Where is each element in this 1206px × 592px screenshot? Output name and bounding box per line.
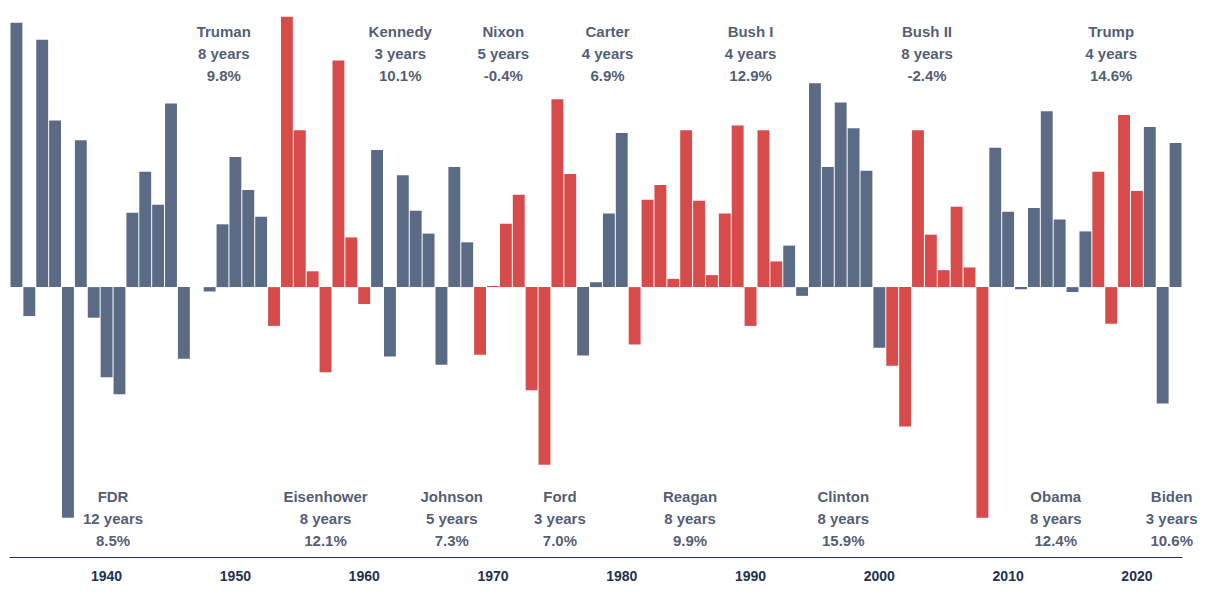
- svg-text:8 years: 8 years: [664, 510, 716, 527]
- svg-text:1990: 1990: [735, 568, 766, 584]
- svg-text:Nixon: Nixon: [482, 23, 524, 40]
- svg-text:4 years: 4 years: [725, 45, 777, 62]
- svg-text:6.9%: 6.9%: [590, 67, 624, 84]
- svg-text:-2.4%: -2.4%: [907, 67, 946, 84]
- svg-text:9.8%: 9.8%: [207, 67, 241, 84]
- svg-text:12.1%: 12.1%: [304, 532, 347, 549]
- svg-text:Trump: Trump: [1088, 23, 1134, 40]
- svg-text:8 years: 8 years: [198, 45, 250, 62]
- svg-text:Bush II: Bush II: [902, 23, 952, 40]
- svg-text:Bush I: Bush I: [728, 23, 774, 40]
- svg-text:1960: 1960: [349, 568, 380, 584]
- svg-text:10.6%: 10.6%: [1150, 532, 1193, 549]
- svg-text:12.9%: 12.9%: [729, 67, 772, 84]
- svg-text:1980: 1980: [606, 568, 637, 584]
- svg-text:7.0%: 7.0%: [543, 532, 577, 549]
- svg-text:Reagan: Reagan: [663, 488, 717, 505]
- svg-text:5 years: 5 years: [477, 45, 529, 62]
- svg-text:5 years: 5 years: [426, 510, 478, 527]
- svg-text:Biden: Biden: [1151, 488, 1193, 505]
- svg-text:8 years: 8 years: [901, 45, 953, 62]
- svg-text:3 years: 3 years: [1146, 510, 1198, 527]
- svg-text:1970: 1970: [477, 568, 508, 584]
- svg-text:Truman: Truman: [197, 23, 251, 40]
- svg-text:7.3%: 7.3%: [435, 532, 469, 549]
- svg-text:1940: 1940: [91, 568, 122, 584]
- svg-text:1950: 1950: [220, 568, 251, 584]
- svg-text:8 years: 8 years: [817, 510, 869, 527]
- svg-text:2010: 2010: [993, 568, 1024, 584]
- svg-text:Kennedy: Kennedy: [369, 23, 433, 40]
- svg-text:FDR: FDR: [98, 488, 129, 505]
- svg-text:9.9%: 9.9%: [673, 532, 707, 549]
- svg-text:14.6%: 14.6%: [1090, 67, 1133, 84]
- svg-text:-0.4%: -0.4%: [484, 67, 523, 84]
- svg-text:15.9%: 15.9%: [822, 532, 865, 549]
- svg-text:12.4%: 12.4%: [1035, 532, 1078, 549]
- svg-text:8.5%: 8.5%: [96, 532, 130, 549]
- svg-text:2020: 2020: [1121, 568, 1152, 584]
- svg-text:3 years: 3 years: [534, 510, 586, 527]
- svg-text:8 years: 8 years: [1030, 510, 1082, 527]
- svg-text:4 years: 4 years: [582, 45, 634, 62]
- svg-text:3 years: 3 years: [374, 45, 426, 62]
- svg-text:Johnson: Johnson: [421, 488, 484, 505]
- svg-text:Ford: Ford: [543, 488, 576, 505]
- svg-text:Carter: Carter: [585, 23, 629, 40]
- svg-text:2000: 2000: [864, 568, 895, 584]
- svg-text:8 years: 8 years: [300, 510, 352, 527]
- svg-text:Clinton: Clinton: [817, 488, 869, 505]
- svg-text:12 years: 12 years: [83, 510, 143, 527]
- svg-text:10.1%: 10.1%: [379, 67, 422, 84]
- svg-text:Eisenhower: Eisenhower: [283, 488, 367, 505]
- svg-text:Obama: Obama: [1030, 488, 1082, 505]
- svg-text:4 years: 4 years: [1085, 45, 1137, 62]
